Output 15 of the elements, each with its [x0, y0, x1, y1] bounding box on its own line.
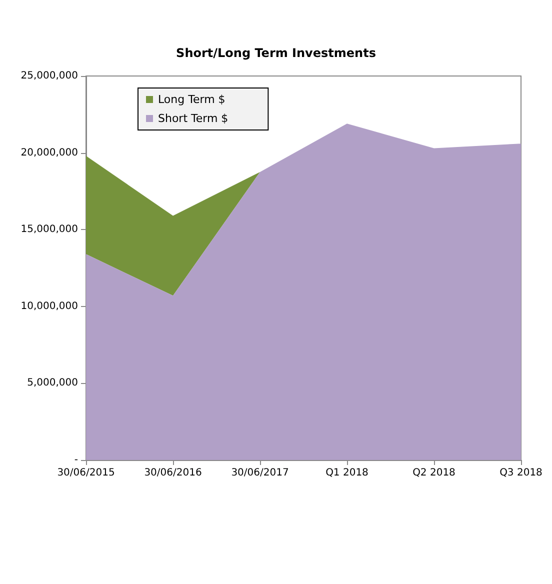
x-tick-label: Q1 2018 [326, 468, 368, 478]
y-tick-label: 25,000,000 [20, 70, 78, 82]
legend-label: Short Term $ [158, 112, 228, 125]
x-tick-label: 30/06/2016 [144, 468, 202, 478]
x-tick-label: 30/06/2015 [57, 468, 115, 478]
y-tick-label: 20,000,000 [20, 147, 78, 158]
y-tick-label: 5,000,000 [27, 378, 78, 389]
y-tick-label: - [74, 454, 78, 466]
chart-title: Short/Long Term Investments [176, 46, 376, 60]
y-tick-label: 10,000,000 [20, 300, 78, 312]
y-tick-label: 15,000,000 [20, 224, 78, 236]
x-tick-label: Q2 2018 [412, 468, 456, 478]
x-tick-label: Q3 2018 [500, 468, 542, 478]
x-tick-label: 30/06/2017 [231, 468, 289, 478]
legend-label: Long Term $ [158, 93, 226, 106]
